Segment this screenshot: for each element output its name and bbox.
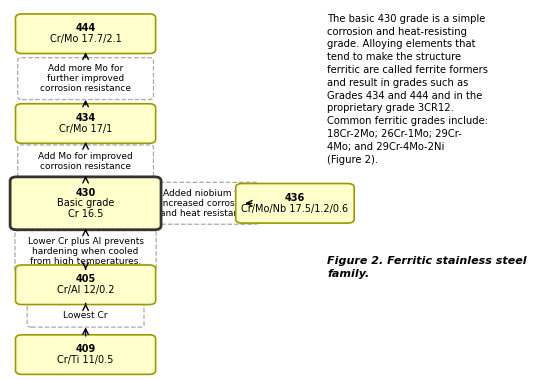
FancyBboxPatch shape (15, 14, 156, 54)
Text: corrosion resistance: corrosion resistance (40, 162, 131, 171)
Text: Add more Mo for: Add more Mo for (48, 64, 123, 73)
Text: from high temperatures.: from high temperatures. (30, 257, 141, 266)
FancyBboxPatch shape (15, 231, 156, 272)
Text: 430: 430 (76, 188, 95, 198)
FancyBboxPatch shape (18, 58, 153, 100)
Text: further improved: further improved (47, 74, 124, 83)
Text: 409: 409 (76, 344, 95, 354)
Text: Cr 16.5: Cr 16.5 (68, 209, 103, 219)
Text: Basic grade: Basic grade (57, 198, 114, 208)
Text: Add Mo for improved: Add Mo for improved (38, 152, 133, 161)
Text: Figure 2. Ferritic stainless steel
family.: Figure 2. Ferritic stainless steel famil… (327, 256, 527, 279)
Text: Lowest Cr: Lowest Cr (63, 311, 108, 320)
Text: Cr/Mo/Nb 17.5/1.2/0.6: Cr/Mo/Nb 17.5/1.2/0.6 (241, 204, 348, 214)
Text: 405: 405 (76, 274, 95, 285)
Text: The basic 430 grade is a simple
corrosion and heat-resisting
grade. Alloying ele: The basic 430 grade is a simple corrosio… (327, 14, 489, 165)
Text: Lower Cr plus Al prevents: Lower Cr plus Al prevents (28, 237, 144, 246)
Text: 444: 444 (76, 24, 95, 33)
FancyBboxPatch shape (150, 182, 259, 224)
FancyBboxPatch shape (15, 265, 156, 304)
Text: 436: 436 (285, 193, 305, 203)
FancyBboxPatch shape (27, 304, 144, 327)
FancyBboxPatch shape (18, 145, 153, 179)
Text: 434: 434 (76, 113, 95, 123)
Text: Cr/Mo 17.7/2.1: Cr/Mo 17.7/2.1 (50, 34, 121, 44)
Text: Added niobium for: Added niobium for (163, 189, 247, 198)
Text: hardening when cooled: hardening when cooled (33, 247, 139, 256)
FancyBboxPatch shape (15, 104, 156, 143)
Text: increased corrosion: increased corrosion (160, 199, 249, 208)
Text: corrosion resistance: corrosion resistance (40, 84, 131, 93)
Text: and heat resistance: and heat resistance (160, 209, 250, 218)
Text: Cr/Mo 17/1: Cr/Mo 17/1 (59, 124, 112, 134)
FancyBboxPatch shape (10, 177, 161, 230)
FancyBboxPatch shape (236, 184, 354, 223)
Text: Cr/Al 12/0.2: Cr/Al 12/0.2 (57, 285, 114, 295)
Text: Cr/Ti 11/0.5: Cr/Ti 11/0.5 (57, 355, 114, 365)
FancyBboxPatch shape (15, 335, 156, 374)
